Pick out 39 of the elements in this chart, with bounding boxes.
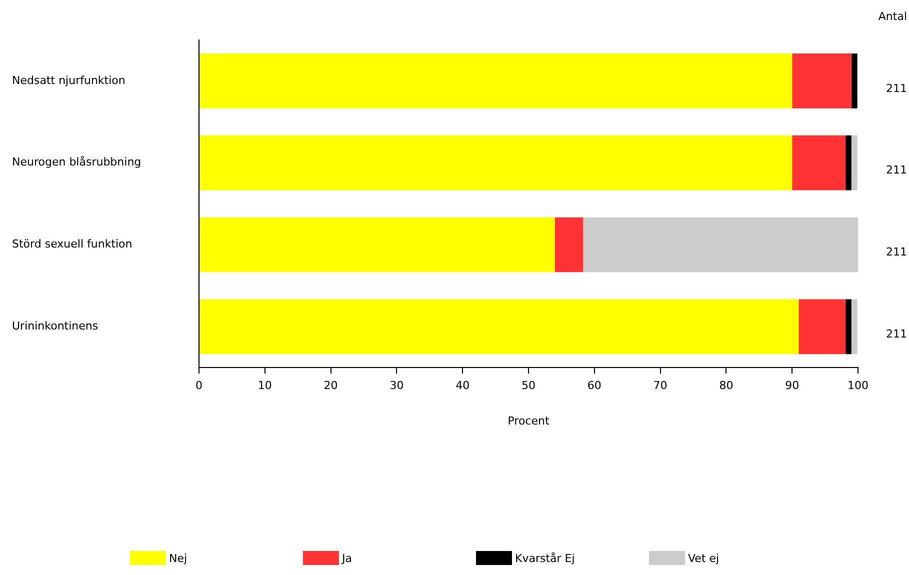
y-tick-label: Störd sexuell funktion	[12, 238, 132, 251]
legend-label: Kvarstår Ej	[515, 552, 575, 564]
bar	[851, 299, 858, 354]
text: 211	[886, 246, 907, 259]
x-tick-label: 0	[196, 379, 202, 392]
bar	[851, 135, 858, 190]
x-tick-label: 100	[848, 379, 868, 392]
legend-label: Ja	[342, 552, 352, 564]
y-tick-label: Nedsatt njurfunktion	[12, 74, 126, 87]
x-tick-label: 20	[324, 379, 338, 392]
bar	[851, 54, 858, 108]
text: 211	[886, 164, 907, 177]
x-tick-label: 50	[522, 379, 536, 392]
bar	[200, 135, 792, 190]
x-tick-label: 60	[587, 379, 602, 392]
text: 211	[886, 328, 907, 341]
bar	[792, 135, 846, 190]
bar	[554, 217, 584, 272]
bar	[845, 135, 852, 190]
bar	[200, 54, 792, 108]
bar	[792, 54, 852, 108]
bar	[200, 299, 799, 354]
text: 211	[886, 82, 907, 95]
x-tick-label: 10	[258, 379, 272, 392]
y-tick-label: Neurogen blåsrubbning	[12, 156, 142, 169]
legend-label: Vet ej	[688, 552, 720, 564]
bar	[583, 217, 858, 272]
legend-label: Nej	[169, 552, 188, 564]
y-tick-label: Urininkontinens	[12, 320, 98, 333]
x-tick-label: 90	[785, 379, 800, 392]
x-tick-label: 70	[653, 379, 668, 392]
bar	[798, 299, 846, 354]
x-tick-label: 80	[719, 379, 734, 392]
x-axis-title: Procent	[508, 414, 550, 428]
x-tick-label: 40	[456, 379, 470, 392]
x-tick-label: 30	[390, 379, 404, 392]
bar	[200, 217, 555, 272]
text: Antal	[878, 10, 907, 23]
bar	[845, 299, 852, 354]
